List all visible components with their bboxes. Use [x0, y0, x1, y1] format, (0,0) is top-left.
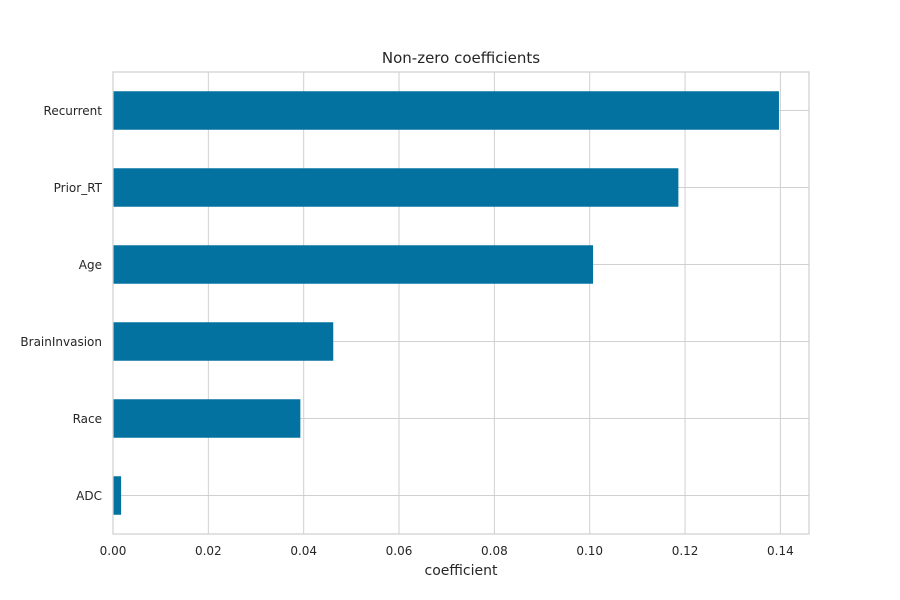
- y-tick-label: Prior_RT: [54, 181, 103, 195]
- x-tick-label: 0.08: [481, 544, 508, 558]
- bar-braininvasion: [113, 322, 334, 361]
- x-tick-label: 0.04: [290, 544, 317, 558]
- x-tick-label: 0.10: [576, 544, 603, 558]
- axes-frame: [112, 71, 810, 535]
- x-tick-label: 0.06: [386, 544, 413, 558]
- bar-recurrent: [113, 91, 779, 130]
- y-tick-labels: ADC Race BrainInvasion Age Prior_RT Recurrent: [20, 104, 102, 503]
- bar-adc: [113, 476, 122, 515]
- x-tick-labels: 0.00 0.02 0.04 0.06 0.08 0.10 0.12 0.14: [100, 544, 794, 558]
- y-tick-label: ADC: [76, 489, 102, 503]
- bar-age: [113, 245, 594, 284]
- x-tick-label: 0.02: [195, 544, 222, 558]
- bar-prior-rt: [113, 168, 679, 207]
- bars-layer: [113, 91, 779, 515]
- x-tick-label: 0.12: [672, 544, 699, 558]
- chart-title: Non-zero coefficients: [382, 49, 540, 67]
- x-axis-label: coefficient: [425, 563, 498, 579]
- x-tick-label: 0.00: [100, 544, 127, 558]
- y-tick-label: Age: [79, 258, 102, 272]
- y-tick-label: Race: [73, 412, 102, 426]
- y-tick-label: BrainInvasion: [20, 335, 102, 349]
- y-tick-label: Recurrent: [44, 104, 103, 118]
- bar-race: [113, 399, 301, 438]
- x-tick-label: 0.14: [767, 544, 794, 558]
- grid-layer: [112, 72, 809, 534]
